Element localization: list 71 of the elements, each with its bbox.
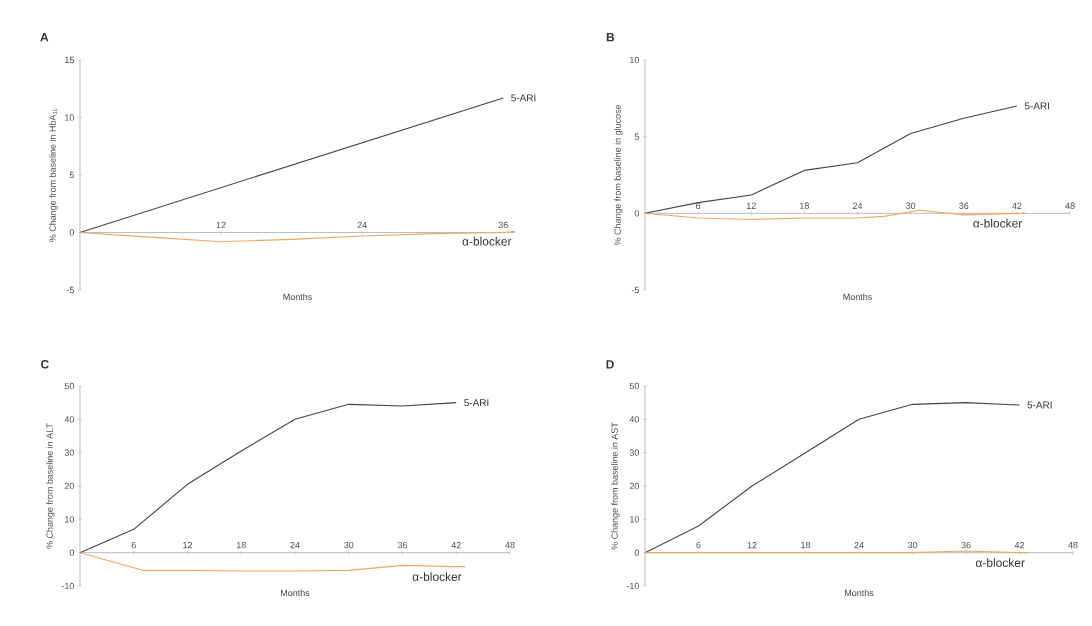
y-tick-label: -10: [61, 582, 75, 590]
chart-title: D: [606, 360, 614, 369]
x-tick-label: 36: [961, 541, 971, 549]
series-label: 5-ARI: [464, 399, 489, 407]
x-tick-label: 12: [746, 202, 756, 209]
y-tick-label: -5: [66, 286, 74, 294]
series-label: 5-ARI: [1024, 102, 1049, 110]
x-tick-label: 42: [451, 542, 461, 549]
x-tick-label: 42: [1012, 202, 1022, 209]
x-tick-label: 6: [696, 202, 701, 209]
x-tick-label: 6: [131, 541, 136, 549]
x-tick-label: 36: [498, 221, 508, 229]
series-label: α-blocker: [462, 236, 512, 246]
x-tick-label: 36: [959, 202, 969, 209]
y-axis-title: % Change from baseline in glucose: [614, 104, 623, 246]
y-tick-label: 10: [65, 114, 75, 121]
line-series: [79, 552, 466, 572]
y-axis-title: % Change from baseline in AST: [611, 422, 620, 550]
chart-title: B: [606, 33, 615, 42]
y-tick-label: 5: [69, 171, 74, 179]
y-axis-title: % Change from baseline in HbA$_{1c}$: [49, 108, 58, 242]
y-tick-label: -10: [626, 582, 640, 590]
y-tick-label: 30: [629, 449, 640, 456]
y-tick-label: 20: [629, 482, 640, 490]
x-axis-title: Months: [283, 293, 312, 301]
y-tick-label: 30: [64, 449, 75, 456]
y-tick-label: 10: [630, 516, 640, 523]
y-tick-label: 40: [64, 416, 75, 423]
y-tick-label: 50: [629, 382, 640, 390]
x-tick-label: 42: [1014, 542, 1025, 549]
y-tick-label: 15: [65, 56, 74, 64]
x-axis-title: Months: [845, 589, 874, 597]
y-tick-label: 10: [65, 516, 75, 523]
chart-title: A: [40, 33, 49, 42]
series-label: α-blocker: [973, 218, 1023, 228]
x-tick-label: 18: [801, 541, 811, 549]
x-axis-title: Months: [843, 293, 872, 301]
x-tick-label: 30: [905, 202, 916, 209]
y-tick-label: 10: [630, 56, 640, 64]
x-tick-label: 48: [1068, 541, 1078, 549]
x-tick-label: 18: [236, 541, 246, 549]
x-tick-label: 48: [505, 541, 515, 549]
y-tick-label: 5: [634, 133, 639, 140]
x-tick-label: 12: [216, 221, 226, 229]
x-tick-label: 12: [747, 542, 757, 549]
x-tick-label: 24: [357, 221, 367, 229]
x-tick-label: 48: [1065, 202, 1075, 209]
x-tick-label: 30: [344, 541, 354, 549]
y-tick-label: 20: [64, 482, 75, 490]
x-tick-label: 36: [397, 541, 408, 549]
x-tick-label: 24: [854, 542, 864, 549]
x-tick-label: 24: [852, 202, 863, 209]
y-axis-title: % Change from baseline in ALT: [46, 423, 55, 549]
x-tick-label: 18: [800, 202, 809, 209]
y-tick-label: 0: [634, 549, 640, 556]
x-axis-title: Months: [281, 589, 310, 597]
series-label: α-blocker: [412, 572, 462, 581]
x-tick-label: 30: [907, 541, 918, 549]
y-tick-label: 0: [69, 229, 75, 236]
series-label: 5-ARI: [511, 94, 536, 102]
x-tick-label: 6: [696, 541, 701, 549]
chart-title: C: [41, 360, 49, 369]
y-tick-label: 0: [634, 210, 640, 217]
y-tick-label: -5: [631, 286, 639, 294]
y-tick-label: 50: [64, 382, 75, 390]
x-tick-label: 12: [183, 542, 193, 549]
x-tick-label: 24: [290, 542, 300, 549]
series-label: 5-ARI: [1027, 401, 1052, 409]
y-tick-label: 40: [629, 416, 640, 423]
series-label: α-blocker: [975, 558, 1025, 567]
y-tick-label: 0: [69, 549, 75, 556]
